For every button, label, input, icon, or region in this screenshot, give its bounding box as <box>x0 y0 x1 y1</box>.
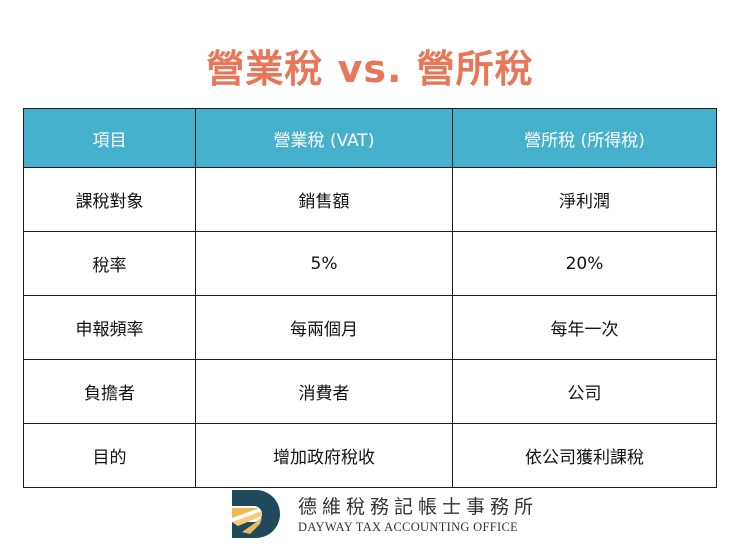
logo-name-en: DAYWAY TAX ACCOUNTING OFFICE <box>298 520 519 534</box>
comparison-table: 項目 營業稅 (VAT) 營所稅 (所得稅) 課稅對象 銷售額 淨利潤 稅率 5… <box>23 108 717 488</box>
row-label: 負擔者 <box>23 359 196 424</box>
company-logo: 德維稅務記帳士事務所 DAYWAY TAX ACCOUNTING OFFICE <box>230 488 533 540</box>
vat-cell: 5% <box>195 231 453 296</box>
income-tax-cell: 20% <box>452 231 717 296</box>
vat-cell: 每兩個月 <box>195 295 453 360</box>
table-row: 申報頻率 每兩個月 每年一次 <box>23 295 717 360</box>
logo-d-icon <box>232 490 280 538</box>
header-item: 項目 <box>23 108 196 168</box>
logo-name-zh: 德維稅務記帳士事務所 <box>298 496 539 518</box>
header-income-tax: 營所稅 (所得稅) <box>452 108 717 168</box>
table-header-row: 項目 營業稅 (VAT) 營所稅 (所得稅) <box>23 108 717 168</box>
vat-cell: 消費者 <box>195 359 453 424</box>
vat-cell: 增加政府稅收 <box>195 423 453 488</box>
income-tax-cell: 淨利潤 <box>452 167 717 232</box>
table-row: 稅率 5% 20% <box>23 231 717 296</box>
table-row: 負擔者 消費者 公司 <box>23 359 717 424</box>
income-tax-cell: 公司 <box>452 359 717 424</box>
table-row: 目的 增加政府稅收 依公司獲利課稅 <box>23 423 717 488</box>
row-label: 稅率 <box>23 231 196 296</box>
vat-cell: 銷售額 <box>195 167 453 232</box>
row-label: 申報頻率 <box>23 295 196 360</box>
income-tax-cell: 每年一次 <box>452 295 717 360</box>
page-title: 營業稅 vs. 營所稅 <box>206 47 534 91</box>
table-row: 課稅對象 銷售額 淨利潤 <box>23 167 717 232</box>
header-vat: 營業稅 (VAT) <box>195 108 453 168</box>
row-label: 課稅對象 <box>23 167 196 232</box>
row-label: 目的 <box>23 423 196 488</box>
income-tax-cell: 依公司獲利課稅 <box>452 423 717 488</box>
